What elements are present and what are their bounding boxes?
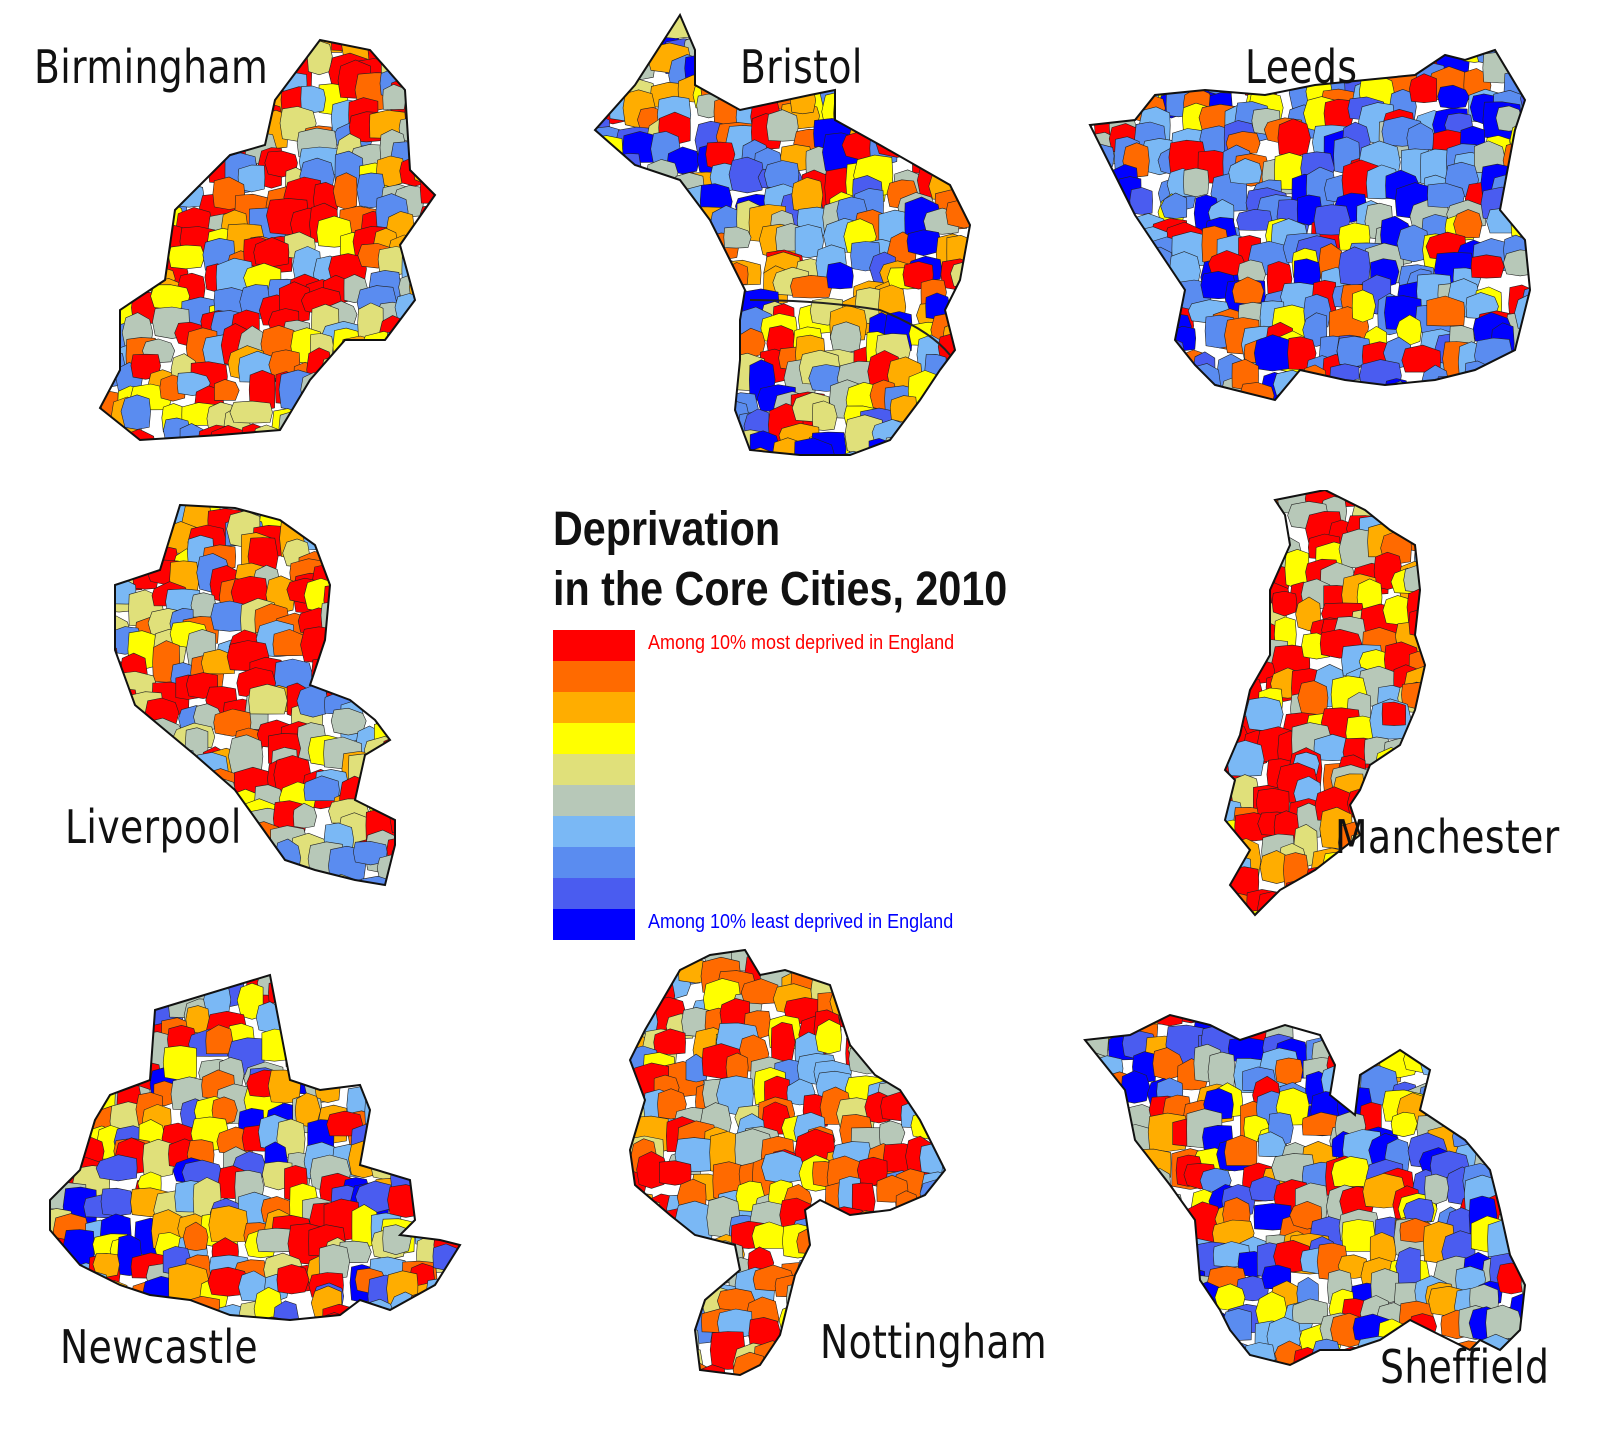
newcastle-map-icon (40, 970, 480, 1370)
legend-swatch (553, 816, 635, 847)
legend-swatch (553, 661, 635, 692)
city-label-leeds: Leeds (1245, 40, 1357, 94)
legend-swatch (553, 785, 635, 816)
city-label-bristol: Bristol (740, 40, 863, 94)
legend-swatch (553, 692, 635, 723)
title-line-1: Deprivation (553, 500, 1007, 560)
legend-swatch (553, 847, 635, 878)
manchester-panel: Manchester (1215, 490, 1555, 930)
newcastle-panel: Newcastle (40, 970, 480, 1370)
city-label-birmingham: Birmingham (34, 40, 268, 94)
city-label-nottingham: Nottingham (820, 1315, 1047, 1369)
leeds-panel: Leeds (1085, 40, 1555, 430)
liverpool-panel: Liverpool (105, 500, 415, 900)
bristol-panel: Bristol (580, 10, 1000, 460)
map-title: Deprivation in the Core Cities, 2010 (553, 500, 1007, 620)
city-label-liverpool: Liverpool (65, 800, 242, 854)
legend (553, 630, 635, 940)
legend-top-label: Among 10% most deprived in England (648, 632, 954, 655)
sheffield-panel: Sheffield (1080, 1010, 1560, 1430)
city-label-manchester: Manchester (1335, 810, 1560, 864)
nottingham-panel: Nottingham (620, 945, 1040, 1405)
legend-swatch (553, 909, 635, 940)
birmingham-panel: Birmingham (90, 30, 450, 460)
city-label-newcastle: Newcastle (60, 1320, 258, 1374)
city-label-sheffield: Sheffield (1380, 1340, 1549, 1394)
manchester-map-icon (1215, 490, 1555, 930)
legend-swatch (553, 723, 635, 754)
legend-swatch (553, 754, 635, 785)
legend-swatch (553, 630, 635, 661)
legend-swatch (553, 878, 635, 909)
leeds-map-icon (1085, 40, 1555, 430)
birmingham-map-icon (90, 30, 450, 460)
legend-bottom-label: Among 10% least deprived in England (648, 911, 953, 934)
title-line-2: in the Core Cities, 2010 (553, 560, 1007, 620)
